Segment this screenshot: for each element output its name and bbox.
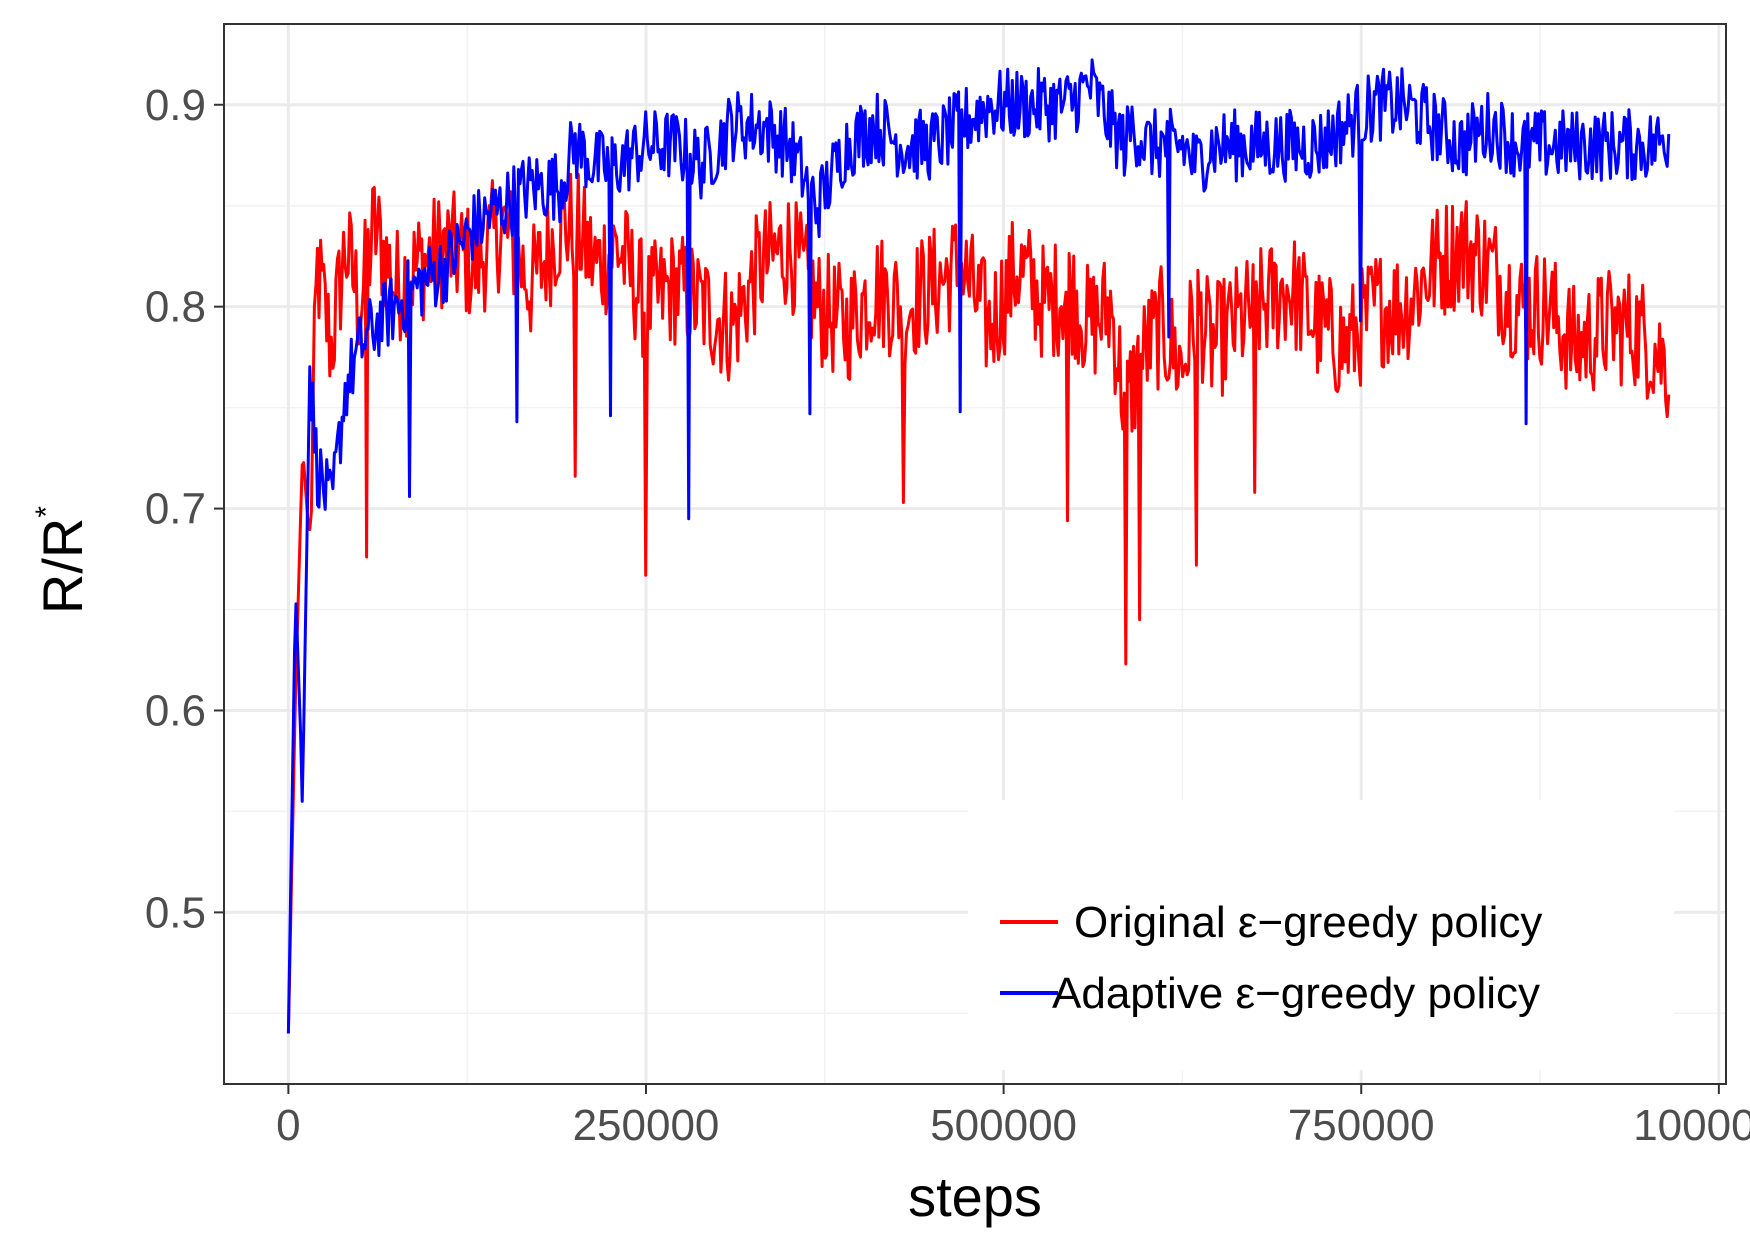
legend-label-adaptive: Adaptive ε−greedy policy (1052, 969, 1540, 1018)
y-axis-ticks: 0.5 0.6 0.7 0.8 0.9 (145, 81, 224, 937)
y-tick-label: 0.9 (145, 81, 206, 130)
y-axis-title-group: R/R* (30, 506, 94, 614)
x-tick-label: 0 (276, 1101, 300, 1150)
y-tick-label: 0.6 (145, 686, 206, 735)
series-layer (286, 58, 1671, 1034)
x-tick-label: 1000000 (1633, 1101, 1750, 1150)
x-tick-label: 500000 (930, 1101, 1077, 1150)
y-tick-label: 0.7 (145, 485, 206, 534)
x-tick-label: 750000 (1288, 1101, 1435, 1150)
x-axis-title: steps (908, 1165, 1042, 1228)
y-axis-title-sup: * (30, 506, 63, 518)
x-tick-label: 250000 (573, 1101, 720, 1150)
y-axis-title: R/R* (30, 506, 94, 614)
series-line-adaptive (286, 58, 1671, 1034)
legend-background (968, 800, 1674, 1070)
y-axis-title-main: R/R (31, 518, 94, 614)
panel-border (223, 23, 1727, 1085)
x-axis-ticks: 0 250000 500000 750000 1000000 (276, 1084, 1750, 1150)
y-tick-label: 0.5 (145, 888, 206, 937)
y-tick-label: 0.8 (145, 283, 206, 332)
legend: Original ε−greedy policy Adaptive ε−gree… (968, 800, 1674, 1070)
legend-label-original: Original ε−greedy policy (1074, 898, 1542, 947)
